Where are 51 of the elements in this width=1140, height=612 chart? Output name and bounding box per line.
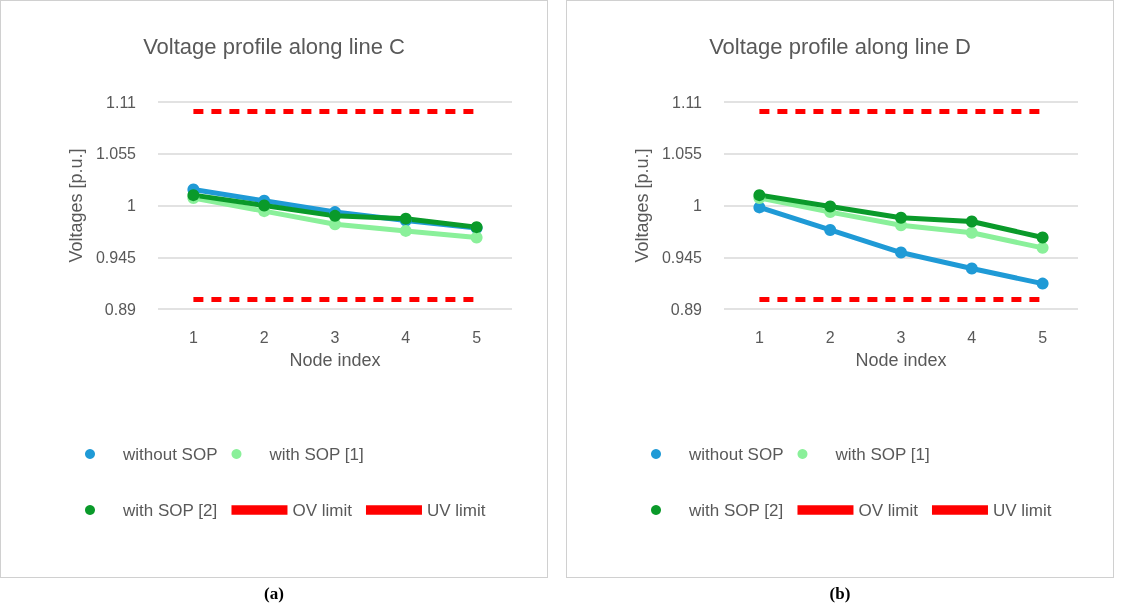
- legend-label: without SOP: [688, 444, 784, 464]
- y-tick-label: 1: [693, 197, 703, 214]
- point: [824, 223, 837, 236]
- chart-title: Voltage profile along line C: [143, 33, 405, 59]
- point: [258, 199, 271, 212]
- y-tick-label: 0.945: [661, 248, 703, 266]
- x-tick-label: 2: [259, 328, 269, 346]
- x-tick-label: 4: [967, 328, 977, 346]
- point: [895, 211, 907, 224]
- x-axis-title: Node index: [855, 350, 947, 370]
- y-tick-label: 1.055: [95, 145, 137, 163]
- legend-label: UV limit: [992, 500, 1052, 520]
- x-tick-label: 4: [401, 328, 411, 346]
- point: [1036, 231, 1049, 244]
- legend-label: OV limit: [292, 500, 353, 520]
- x-tick-label: 3: [896, 328, 906, 346]
- x-tick-label: 5: [472, 328, 482, 346]
- x-tick-label: 2: [825, 328, 835, 346]
- x-tick-label: 1: [754, 328, 764, 346]
- point: [895, 246, 907, 259]
- x-tick-label: 5: [1038, 328, 1048, 346]
- x-axis-title: Node index: [289, 350, 381, 370]
- y-tick-label: 1.11: [106, 93, 137, 111]
- y-tick-label: 0.945: [95, 248, 137, 266]
- legend-label: without SOP: [122, 444, 218, 464]
- text: (a): [263, 584, 285, 604]
- point: [824, 200, 837, 213]
- y-tick-label: 0.89: [670, 300, 703, 318]
- legend-label: with SOP [1]: [268, 444, 364, 464]
- point: [1036, 277, 1049, 290]
- y-axis-title: Voltages [p.u.]: [632, 148, 653, 263]
- y-tick-label: 1.055: [661, 145, 703, 163]
- point: [965, 226, 978, 239]
- legend-label: OV limit: [858, 500, 919, 520]
- legend-label: UV limit: [426, 500, 486, 520]
- point: [965, 215, 978, 228]
- x-tick-label: 3: [330, 328, 340, 346]
- legend-label: with SOP [2]: [122, 500, 218, 520]
- point: [965, 262, 978, 275]
- point: [1036, 241, 1049, 254]
- legend-label: with SOP [2]: [688, 500, 784, 520]
- point: [470, 231, 483, 244]
- y-axis-title: Voltages [p.u.]: [66, 148, 87, 263]
- y-tick-label: 0.89: [104, 300, 137, 318]
- legend-label: with SOP [1]: [834, 444, 930, 464]
- y-tick-label: 1: [127, 197, 137, 214]
- text: (b): [828, 584, 852, 604]
- chart-title: Voltage profile along line D: [709, 33, 971, 59]
- point: [399, 224, 412, 237]
- x-tick-label: 1: [188, 328, 198, 346]
- y-tick-label: 1.11: [672, 93, 703, 111]
